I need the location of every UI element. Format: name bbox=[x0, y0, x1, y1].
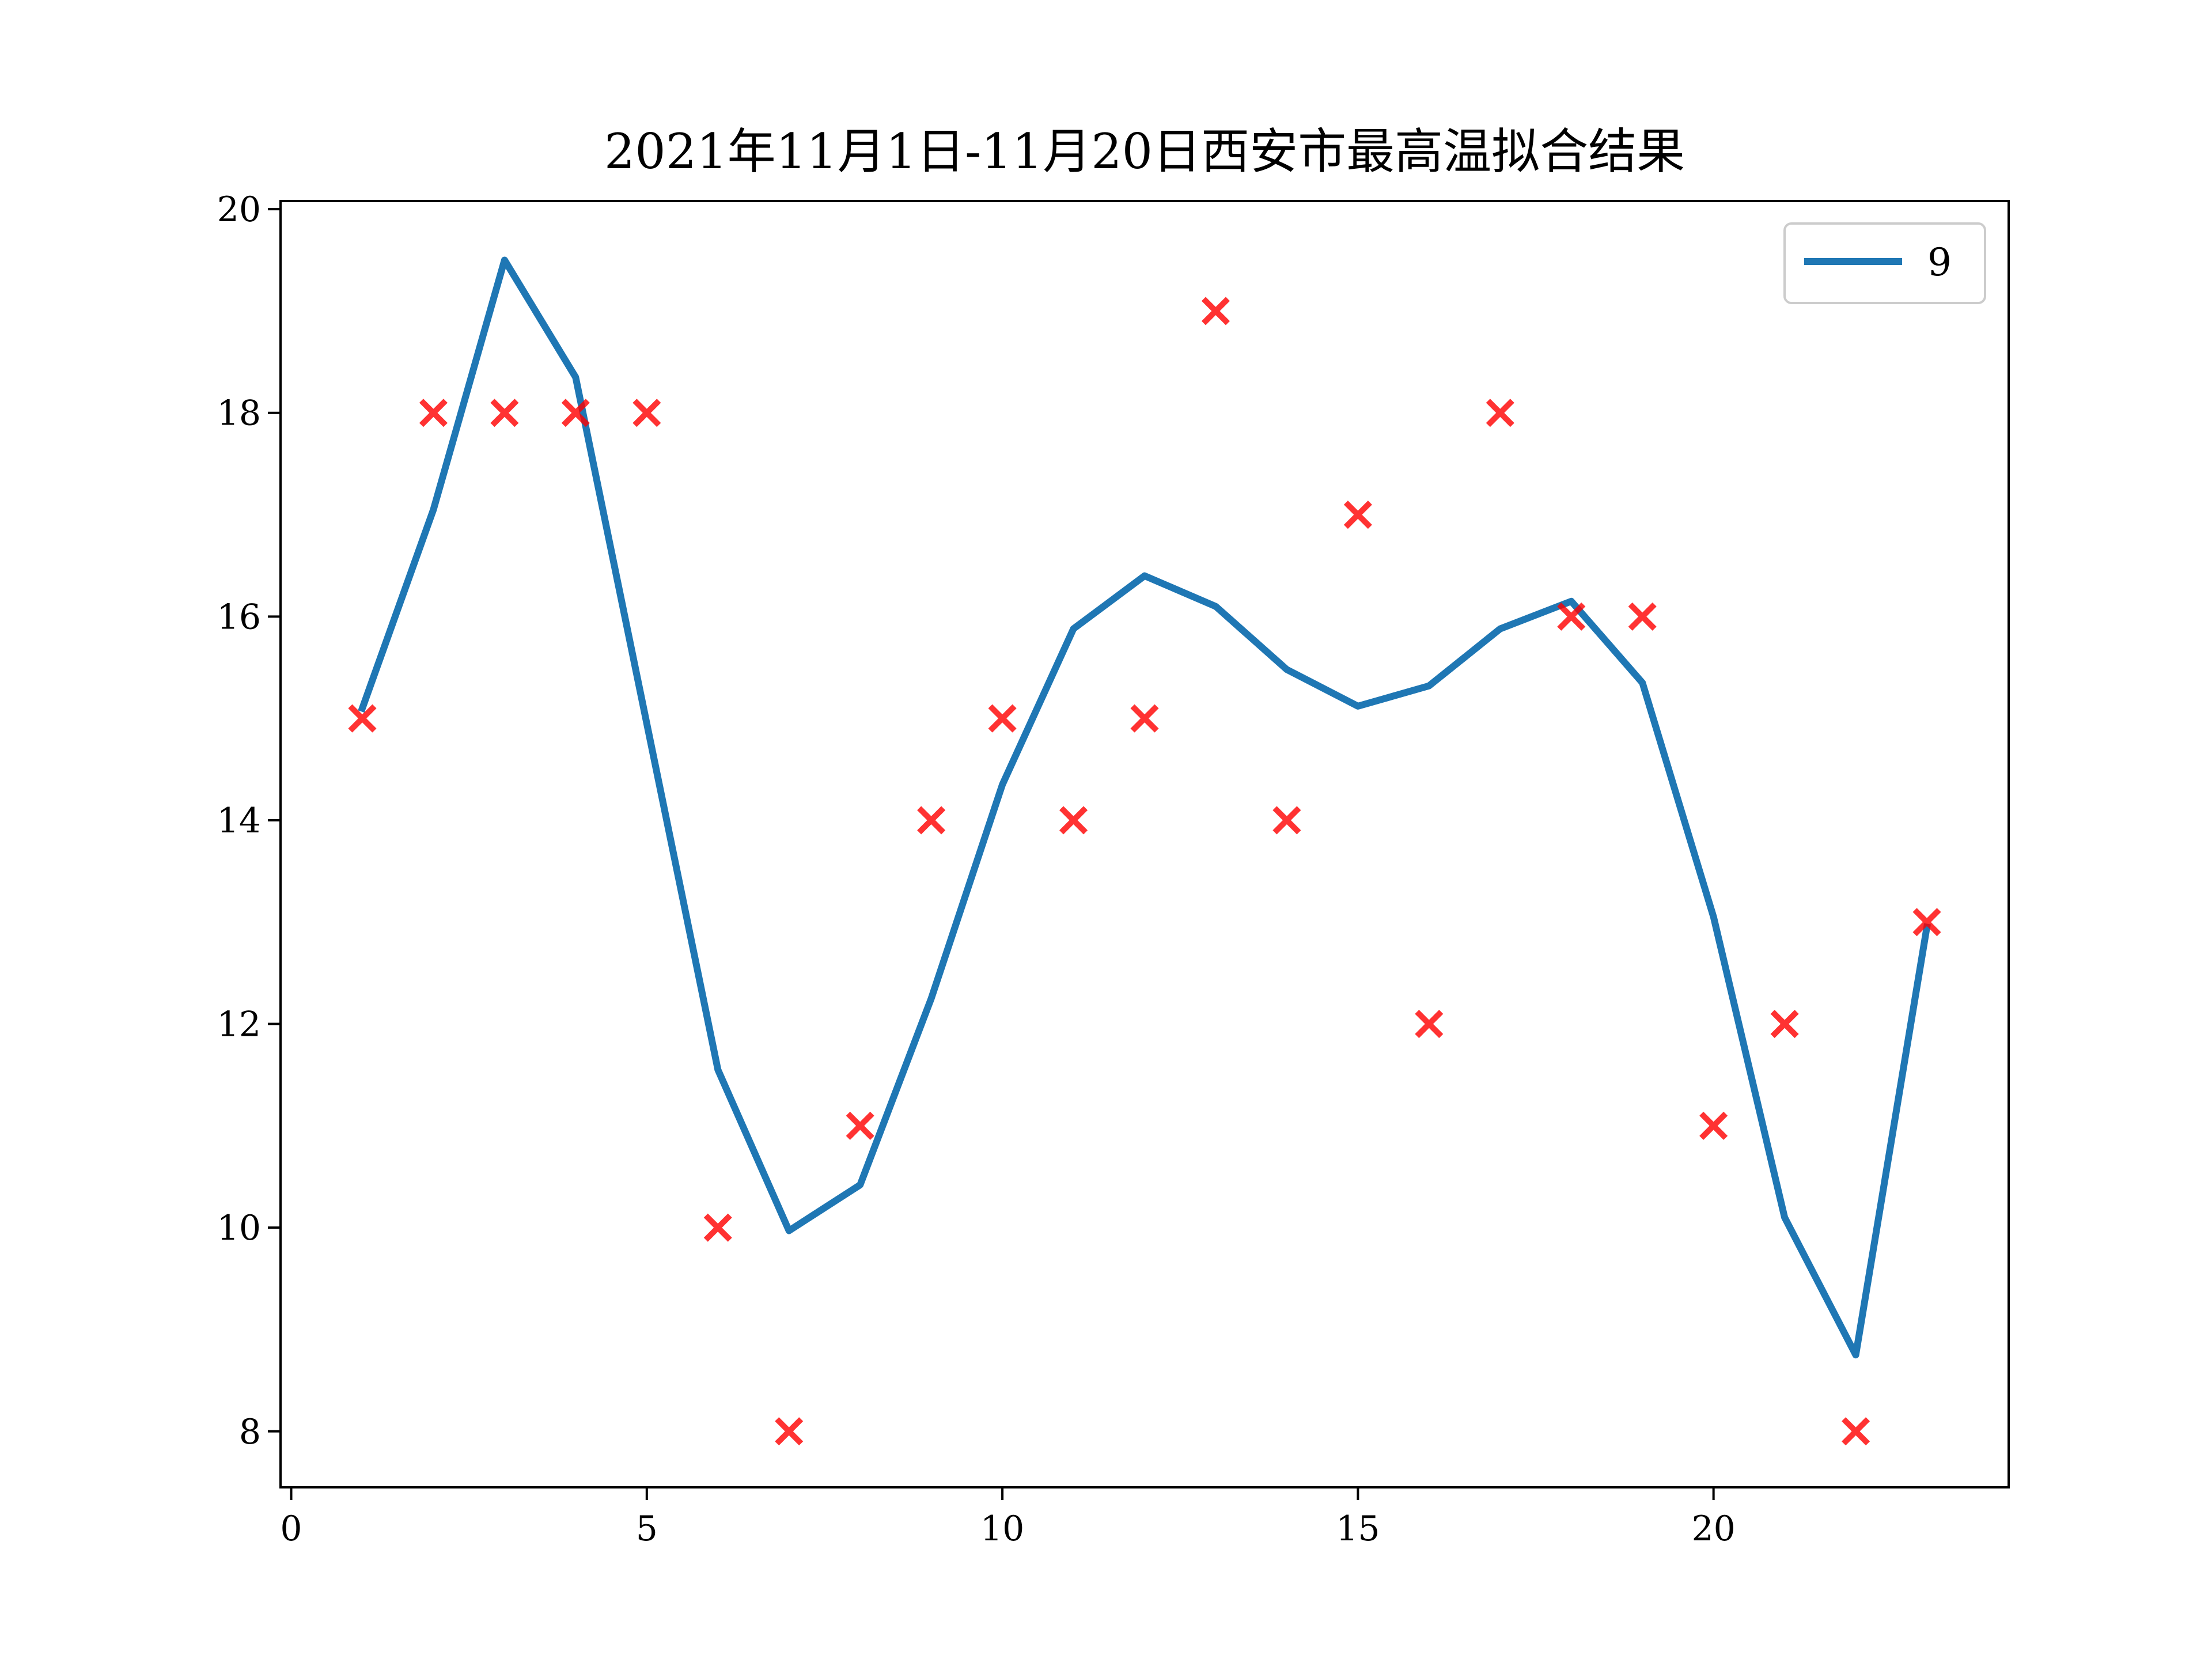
x-tick-label: 20 bbox=[1691, 1509, 1735, 1549]
fit-line bbox=[358, 256, 1931, 1359]
data-point-marker bbox=[1912, 908, 1941, 937]
data-point-marker bbox=[703, 1213, 732, 1242]
marker-stroke bbox=[1130, 704, 1159, 733]
y-tick-label: 18 bbox=[217, 393, 261, 434]
marker-stroke bbox=[1628, 602, 1657, 631]
marker-stroke bbox=[1415, 1010, 1444, 1039]
axes-frame bbox=[279, 200, 2010, 1488]
data-point-marker bbox=[1343, 501, 1372, 529]
marker-stroke bbox=[917, 806, 946, 835]
data-point-marker bbox=[348, 704, 377, 733]
marker-stroke bbox=[1059, 806, 1088, 835]
data-point-marker bbox=[1699, 1111, 1728, 1140]
plot-area bbox=[348, 256, 1941, 1446]
data-point-marker bbox=[1130, 704, 1159, 733]
data-point-marker bbox=[775, 1417, 804, 1446]
x-tick-label: 0 bbox=[280, 1509, 302, 1549]
marker-stroke bbox=[1699, 1111, 1728, 1140]
data-point-marker bbox=[917, 806, 946, 835]
marker-stroke bbox=[775, 1417, 804, 1446]
x-tick-label: 15 bbox=[1336, 1509, 1380, 1549]
chart-title: 2021年11月1日-11月20日西安市最高温拟合结果 bbox=[604, 123, 1685, 180]
data-point-marker bbox=[1842, 1417, 1870, 1446]
y-axis: 8 10 12 14 16 18 20 bbox=[217, 190, 281, 1452]
data-point-marker bbox=[1770, 1010, 1799, 1039]
marker-stroke bbox=[1912, 908, 1941, 937]
data-point-marker bbox=[1059, 806, 1088, 835]
marker-stroke bbox=[490, 399, 519, 427]
data-point-marker bbox=[1557, 602, 1586, 631]
marker-stroke bbox=[703, 1213, 732, 1242]
data-point-marker bbox=[846, 1111, 874, 1140]
marker-stroke bbox=[1272, 806, 1301, 835]
marker-stroke bbox=[1557, 602, 1586, 631]
marker-stroke bbox=[1842, 1417, 1870, 1446]
y-tick-label: 16 bbox=[217, 597, 261, 637]
data-point-marker bbox=[1415, 1010, 1444, 1039]
marker-stroke bbox=[846, 1111, 874, 1140]
data-point-marker bbox=[561, 399, 590, 427]
data-point-marker bbox=[419, 399, 448, 427]
data-point-marker bbox=[1486, 399, 1514, 427]
data-point-marker bbox=[632, 399, 661, 427]
legend: 9 bbox=[1783, 222, 1986, 304]
data-point-marker bbox=[490, 399, 519, 427]
y-tick-label: 20 bbox=[217, 190, 261, 230]
marker-stroke bbox=[1201, 297, 1230, 325]
legend-label: 9 bbox=[1927, 240, 1952, 285]
marker-stroke bbox=[561, 399, 590, 427]
data-point-marker bbox=[1272, 806, 1301, 835]
data-point-marker bbox=[1628, 602, 1657, 631]
data-point-marker bbox=[1201, 297, 1230, 325]
marker-stroke bbox=[419, 399, 448, 427]
marker-stroke bbox=[348, 704, 377, 733]
data-point-marker bbox=[988, 704, 1017, 733]
x-tick-label: 10 bbox=[980, 1509, 1024, 1549]
y-tick-label: 14 bbox=[217, 801, 261, 841]
y-tick-label: 8 bbox=[239, 1412, 261, 1452]
marker-stroke bbox=[1343, 501, 1372, 529]
marker-stroke bbox=[1770, 1010, 1799, 1039]
marker-stroke bbox=[988, 704, 1017, 733]
x-axis: 0 5 10 15 20 bbox=[280, 1487, 1736, 1549]
marker-stroke bbox=[1486, 399, 1514, 427]
x-tick-label: 5 bbox=[636, 1509, 658, 1549]
marker-stroke bbox=[632, 399, 661, 427]
y-tick-label: 10 bbox=[217, 1208, 261, 1248]
y-tick-label: 12 bbox=[217, 1005, 261, 1045]
